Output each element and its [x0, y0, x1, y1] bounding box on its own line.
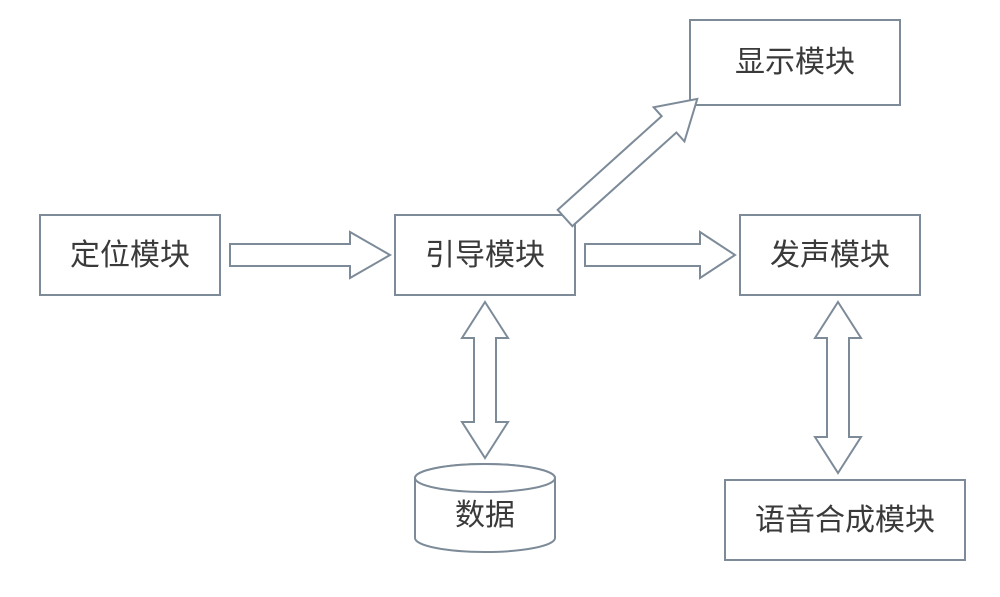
edge-guidance-display [550, 82, 713, 235]
node-data: 数据 [415, 464, 555, 552]
node-sound: 发声模块 [740, 215, 920, 295]
arrow-right-icon [230, 232, 390, 278]
edge-guidance-sound [585, 232, 735, 278]
node-display-label: 显示模块 [735, 46, 855, 79]
node-guidance: 引导模块 [395, 215, 575, 295]
flowchart-canvas: 定位模块 引导模块 显示模块 发声模块 数据 语音合成模块 [0, 0, 1000, 597]
edge-sound-speech [815, 302, 861, 473]
node-speech-label: 语音合成模块 [755, 504, 935, 537]
node-speech: 语音合成模块 [725, 480, 965, 560]
edge-positioning-guidance [230, 232, 390, 278]
arrow-right-icon [585, 232, 735, 278]
double-arrow-vert-icon [815, 302, 861, 473]
edge-guidance-data [462, 302, 508, 458]
node-positioning: 定位模块 [40, 215, 220, 295]
node-positioning-label: 定位模块 [70, 239, 190, 272]
node-guidance-label: 引导模块 [425, 239, 545, 272]
node-data-label: 数据 [455, 499, 515, 532]
double-arrow-vert-icon [462, 302, 508, 458]
node-data-cylinder-top [415, 464, 555, 492]
arrow-diag-icon [550, 82, 713, 235]
node-display: 显示模块 [690, 20, 900, 105]
node-sound-label: 发声模块 [770, 239, 890, 272]
